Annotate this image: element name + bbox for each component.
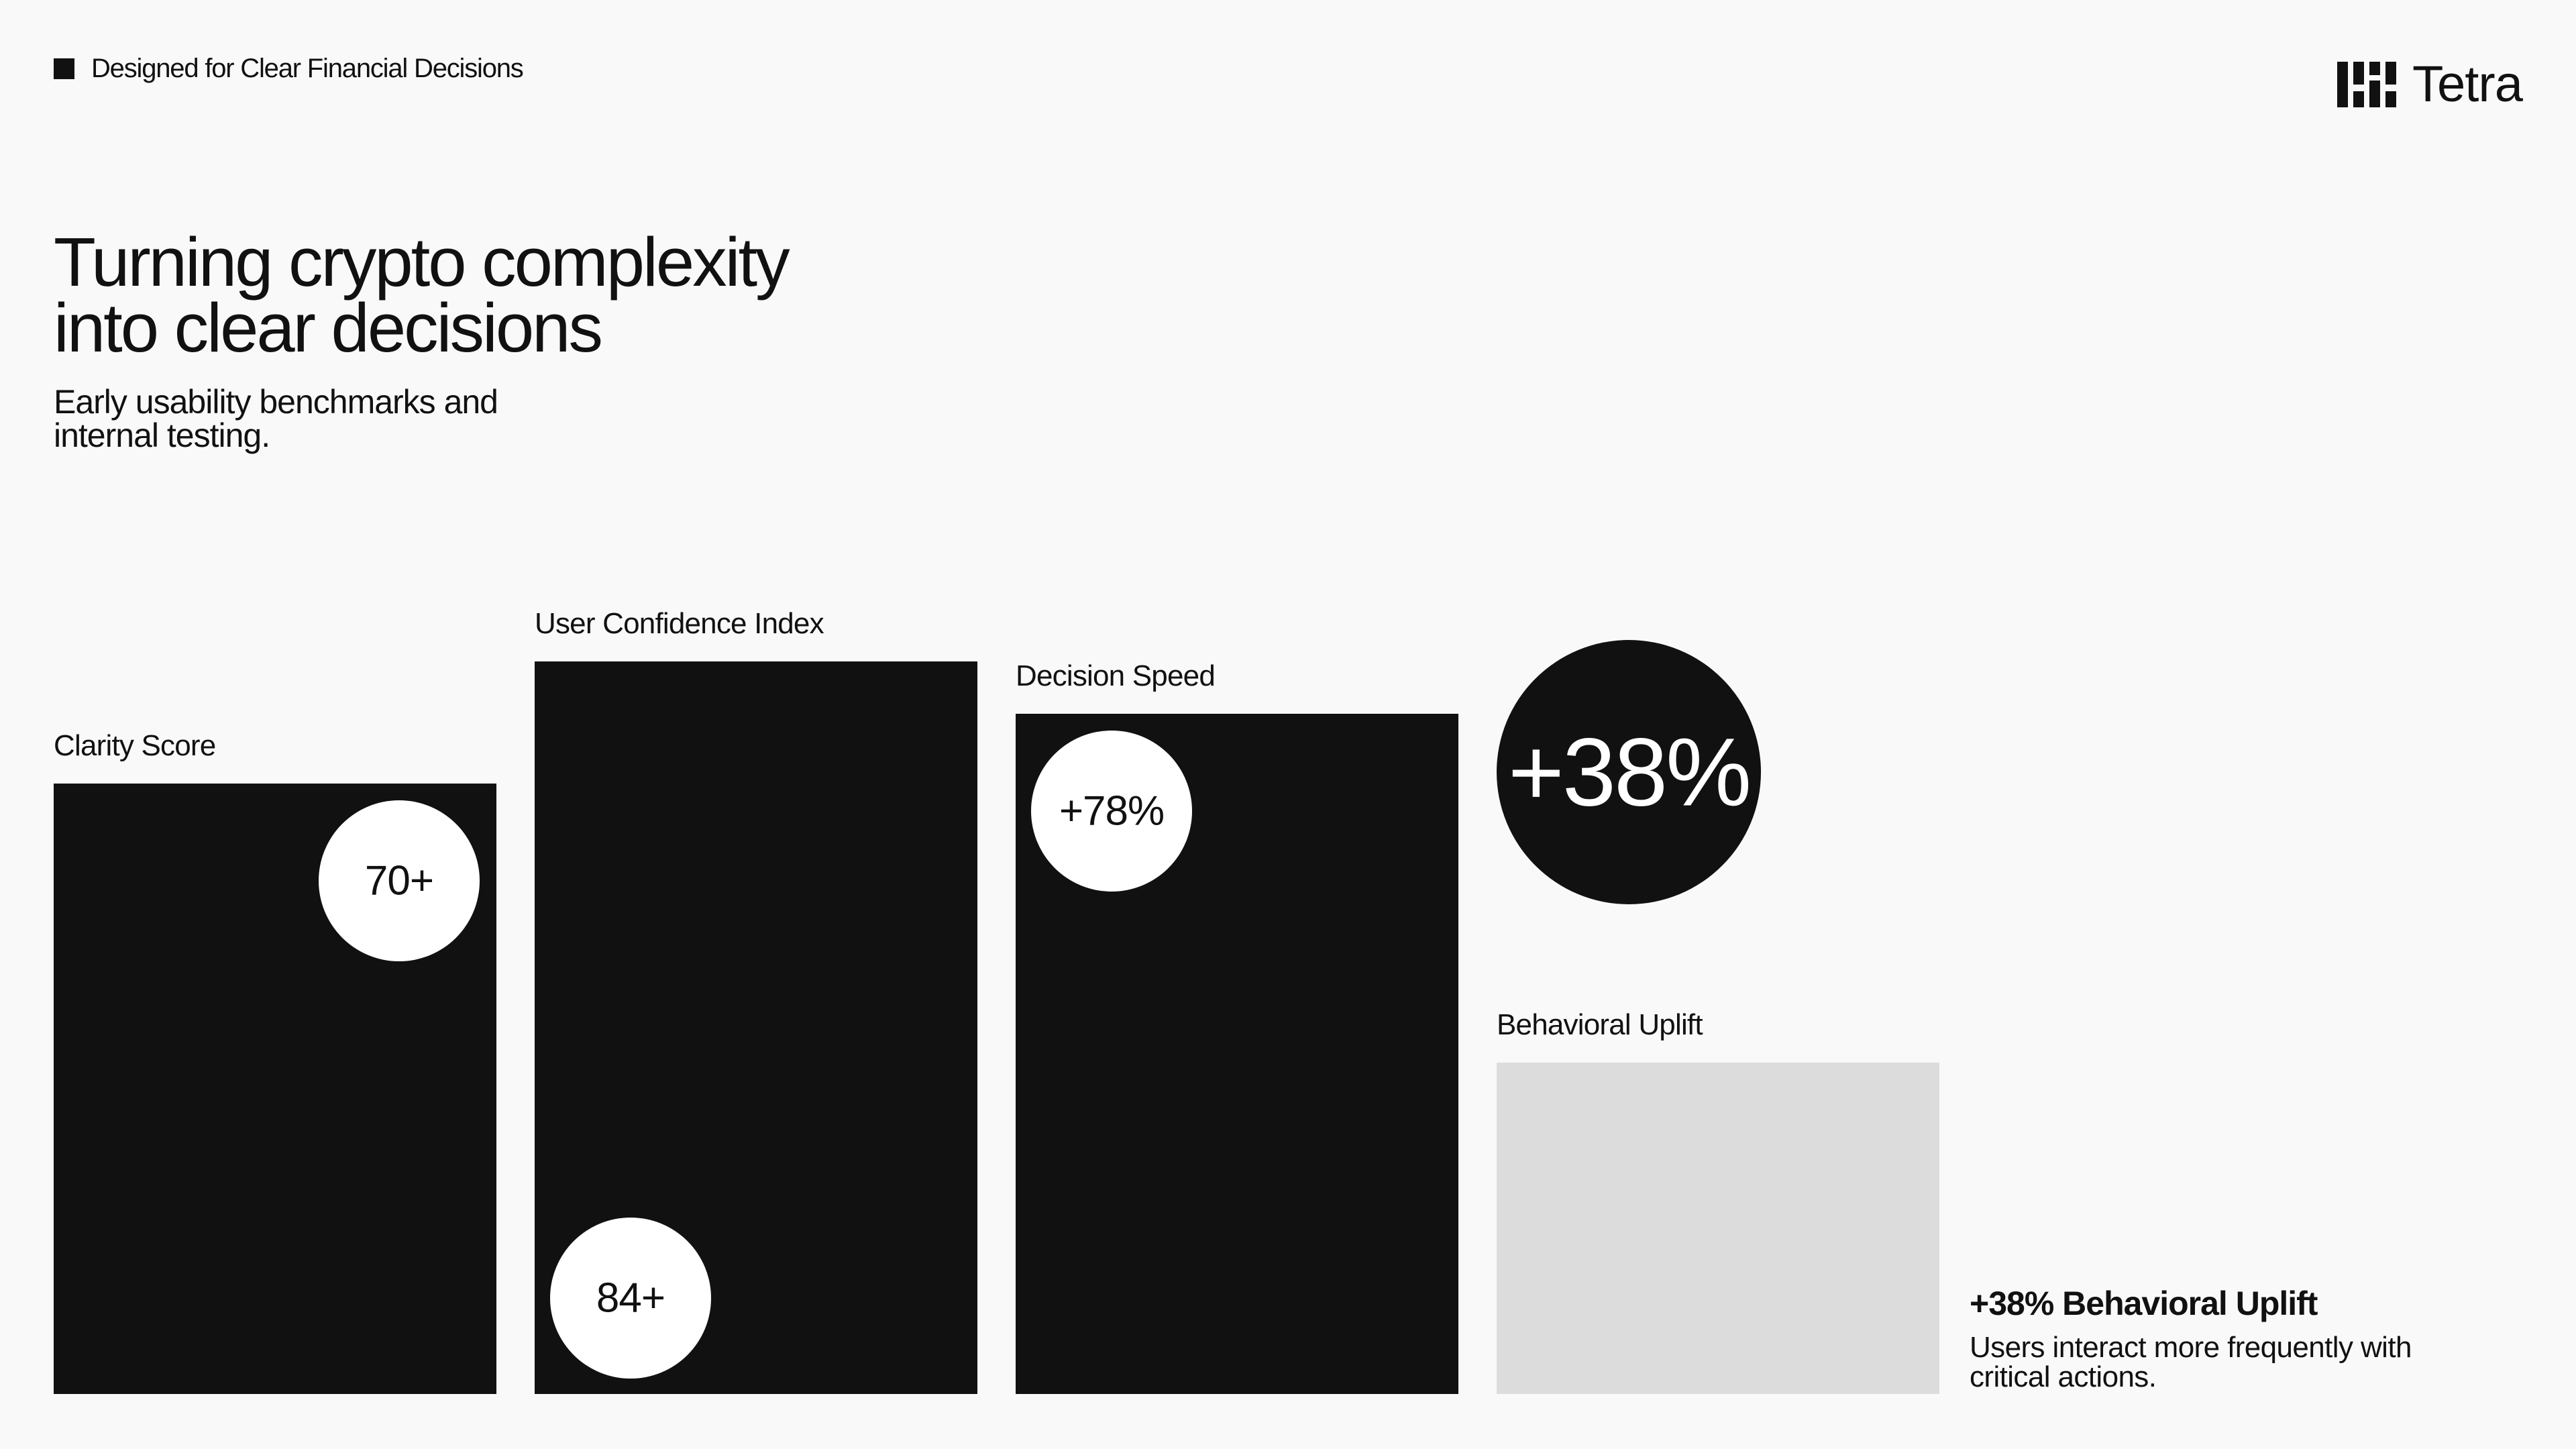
value-label-behavioral-uplift: +38% (1508, 718, 1750, 826)
page-subtitle-line-1: Early usability benchmarks and (54, 383, 498, 421)
value-badge-clarity-score (319, 800, 480, 961)
uplift-note: +38% Behavioral Uplift Users interact mo… (1970, 1283, 2479, 1392)
square-bullet-icon (54, 58, 74, 79)
tetra-logo-icon (2337, 62, 2397, 107)
uplift-description-line-1: Users interact more frequently with (1970, 1331, 2412, 1364)
value-label-user-confidence-index: 84+ (596, 1275, 665, 1322)
bar-label-user-confidence-index: User Confidence Index (535, 607, 824, 640)
value-label-decision-speed: +78% (1059, 788, 1164, 835)
brand-logo: Tetra (2337, 56, 2523, 113)
brand-name: Tetra (2412, 56, 2523, 113)
uplift-heading: +38% Behavioral Uplift (1970, 1285, 2318, 1322)
page-title: Turning crypto complexity into clear dec… (54, 223, 993, 366)
value-badge-behavioral-uplift (1497, 640, 1761, 904)
bar-label-behavioral-uplift: Behavioral Uplift (1497, 1008, 1703, 1041)
bar-label-clarity-score: Clarity Score (54, 729, 215, 762)
bar-behavioral-uplift (1497, 1063, 1939, 1394)
page-subtitle-line-2: internal testing. (54, 417, 270, 454)
page-subtitle: Early usability benchmarks and internal … (54, 385, 498, 452)
page-title-line-2: into clear decisions (54, 289, 603, 366)
value-badge-decision-speed (1031, 731, 1192, 892)
tagline: Designed for Clear Financial Decisions (54, 54, 524, 83)
bar-label-decision-speed: Decision Speed (1016, 659, 1215, 692)
tagline-text: Designed for Clear Financial Decisions (91, 54, 524, 83)
page-title-line-1: Turning crypto complexity (54, 223, 790, 301)
value-badge-user-confidence-index (550, 1218, 711, 1379)
uplift-description-line-2: critical actions. (1970, 1360, 2157, 1393)
uplift-description: Users interact more frequently with crit… (1970, 1333, 2479, 1392)
value-label-clarity-score: 70+ (365, 858, 433, 904)
